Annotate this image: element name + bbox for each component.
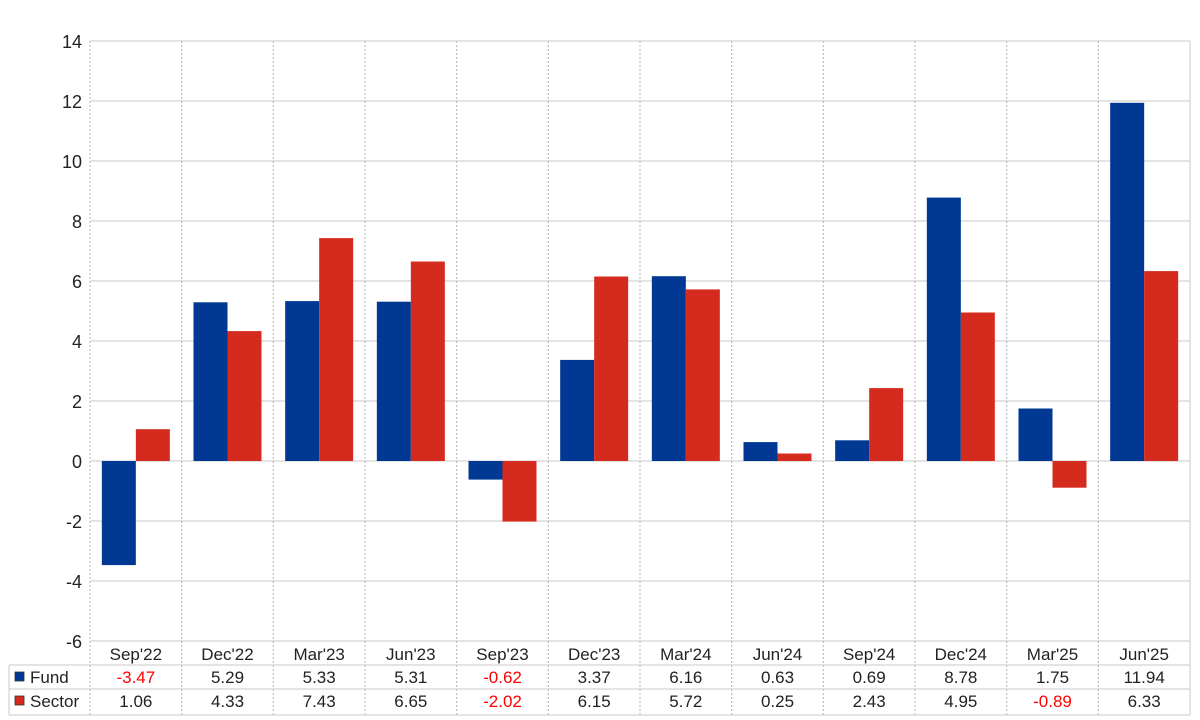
x-tick-label: Sep'24 <box>843 645 895 664</box>
data-label-fund: 5.31 <box>394 668 427 687</box>
y-axis: 14 12 10 8 6 4 2 0 -2 -4 -6 <box>62 32 82 652</box>
data-label-sector: 1.06 <box>119 692 152 711</box>
legend-swatch <box>14 695 25 706</box>
bar-series <box>101 102 1179 566</box>
bar-sector <box>227 331 262 461</box>
data-label-sector: 2.43 <box>853 692 886 711</box>
data-label-fund: 1.75 <box>1036 668 1069 687</box>
data-label-fund: 6.16 <box>669 668 702 687</box>
y-tick-label: 12 <box>62 92 82 112</box>
y-tick-label: 10 <box>62 152 82 172</box>
data-label-fund: 5.29 <box>211 668 244 687</box>
y-tick-label: 8 <box>72 212 82 232</box>
data-label-sector: 6.33 <box>1128 692 1161 711</box>
bar-sector <box>1144 271 1179 461</box>
data-label-sector: 5.72 <box>669 692 702 711</box>
bar-sector <box>685 289 720 461</box>
y-tick-label: 0 <box>72 452 82 472</box>
legend-label: Fund <box>30 668 69 687</box>
x-tick-label: Dec'24 <box>935 645 987 664</box>
data-label-fund: -0.62 <box>483 668 522 687</box>
bar-fund <box>560 359 595 461</box>
legend-swatch <box>14 671 25 682</box>
data-table: Sep'22 Dec'22 Mar'23 Jun'23 Sep'23 Dec'23 Mar'… <box>8 645 1190 716</box>
data-label-sector: -0.89 <box>1033 692 1072 711</box>
bar-sector <box>410 261 445 461</box>
bar-sector <box>960 312 995 461</box>
x-tick-label: Jun'24 <box>753 645 803 664</box>
y-tick-label: 2 <box>72 392 82 412</box>
bar-fund <box>285 301 320 461</box>
legend-label: Sector <box>30 692 79 711</box>
y-tick-label: -6 <box>66 632 82 652</box>
bar-sector <box>135 429 170 461</box>
bar-fund <box>376 301 411 461</box>
data-label-sector: 4.95 <box>944 692 977 711</box>
bar-fund <box>743 442 778 461</box>
x-tick-label: Sep'22 <box>110 645 162 664</box>
data-label-sector: 0.25 <box>761 692 794 711</box>
data-label-fund: 11.94 <box>1124 668 1165 687</box>
bar-fund <box>835 440 870 461</box>
grid-lines <box>89 40 1191 715</box>
x-tick-label: Mar'24 <box>660 645 711 664</box>
bar-sector <box>869 388 904 461</box>
bar-sector <box>1052 461 1087 488</box>
y-tick-label: -4 <box>66 572 82 592</box>
y-tick-label: -2 <box>66 512 82 532</box>
data-label-fund: 0.63 <box>761 668 794 687</box>
data-label-fund: 3.37 <box>578 668 611 687</box>
data-label-fund: -3.47 <box>116 668 155 687</box>
x-tick-label: Sep'23 <box>476 645 528 664</box>
bar-fund <box>101 461 136 566</box>
data-label-sector: 6.15 <box>578 692 611 711</box>
x-tick-label: Dec'23 <box>568 645 620 664</box>
data-label-fund: 0.69 <box>853 668 886 687</box>
x-tick-label: Mar'25 <box>1027 645 1078 664</box>
y-tick-label: 4 <box>72 332 82 352</box>
y-tick-label: 14 <box>62 32 82 52</box>
data-label-fund: 5.33 <box>303 668 336 687</box>
bar-fund <box>1110 102 1145 462</box>
data-label-sector: 6.65 <box>394 692 427 711</box>
data-label-fund: 8.78 <box>944 668 977 687</box>
bar-fund <box>651 276 686 461</box>
x-tick-label: Dec'22 <box>201 645 253 664</box>
bar-fund <box>926 197 961 461</box>
bar-sector <box>502 461 537 522</box>
data-label-sector: 4.33 <box>211 692 244 711</box>
bar-fund <box>468 461 503 480</box>
x-tick-label: Mar'23 <box>293 645 344 664</box>
x-tick-label: Jun'23 <box>386 645 436 664</box>
x-tick-label: Jun'25 <box>1119 645 1169 664</box>
bar-sector <box>777 453 812 461</box>
bar-fund <box>1018 408 1053 461</box>
bar-sector <box>594 276 629 461</box>
bar-sector <box>319 238 354 461</box>
data-label-sector: -2.02 <box>483 692 522 711</box>
y-tick-label: 6 <box>72 272 82 292</box>
data-label-sector: 7.43 <box>303 692 336 711</box>
bar-fund <box>193 302 228 461</box>
